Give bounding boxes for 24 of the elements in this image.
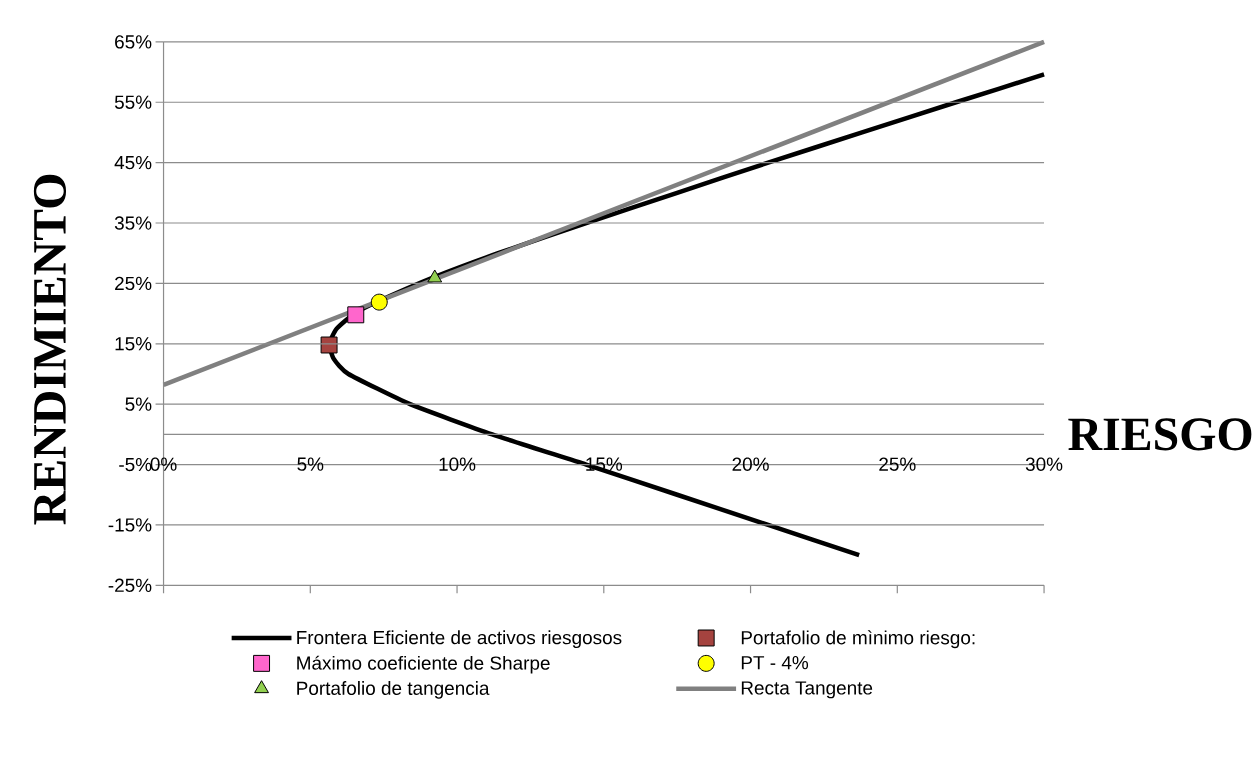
y-tick-label: 35% <box>114 216 152 230</box>
x-tick-label: 30% <box>1025 457 1063 472</box>
y-tick-label: 55% <box>114 95 152 110</box>
y-tick-label: -15% <box>108 518 152 532</box>
x-tick-label: 5% <box>297 457 324 471</box>
legend-label: Portafolio de tangencia <box>297 681 490 699</box>
x-tick-label: 10% <box>439 457 476 472</box>
y-axis-title: RENDIMIENTO <box>33 174 67 525</box>
legend-label: PT - 4% <box>741 656 809 670</box>
legend-label: Recta Tangente <box>741 681 873 699</box>
y-tick-label: 45% <box>114 156 152 170</box>
y-tick-label: 65% <box>115 35 152 49</box>
y-tick-label: -25% <box>108 578 152 593</box>
x-tick-label: 20% <box>732 457 769 472</box>
y-tick-label: 25% <box>115 276 152 291</box>
y-tick-label: 5% <box>125 397 152 411</box>
legend-label: Máximo coeficiente de Sharpe <box>297 655 550 674</box>
x-tick-label: 25% <box>879 457 916 472</box>
x-tick-label: 0% <box>150 457 177 472</box>
x-axis-title: RIESGO <box>1068 418 1252 451</box>
y-tick-label: 15% <box>115 337 152 351</box>
y-tick-label: -5% <box>119 457 152 472</box>
legend-label: Portafolio de mìnimo riesgo: <box>741 630 975 649</box>
legend-label: Frontera Eficiente de activos riesgosos <box>297 630 622 649</box>
